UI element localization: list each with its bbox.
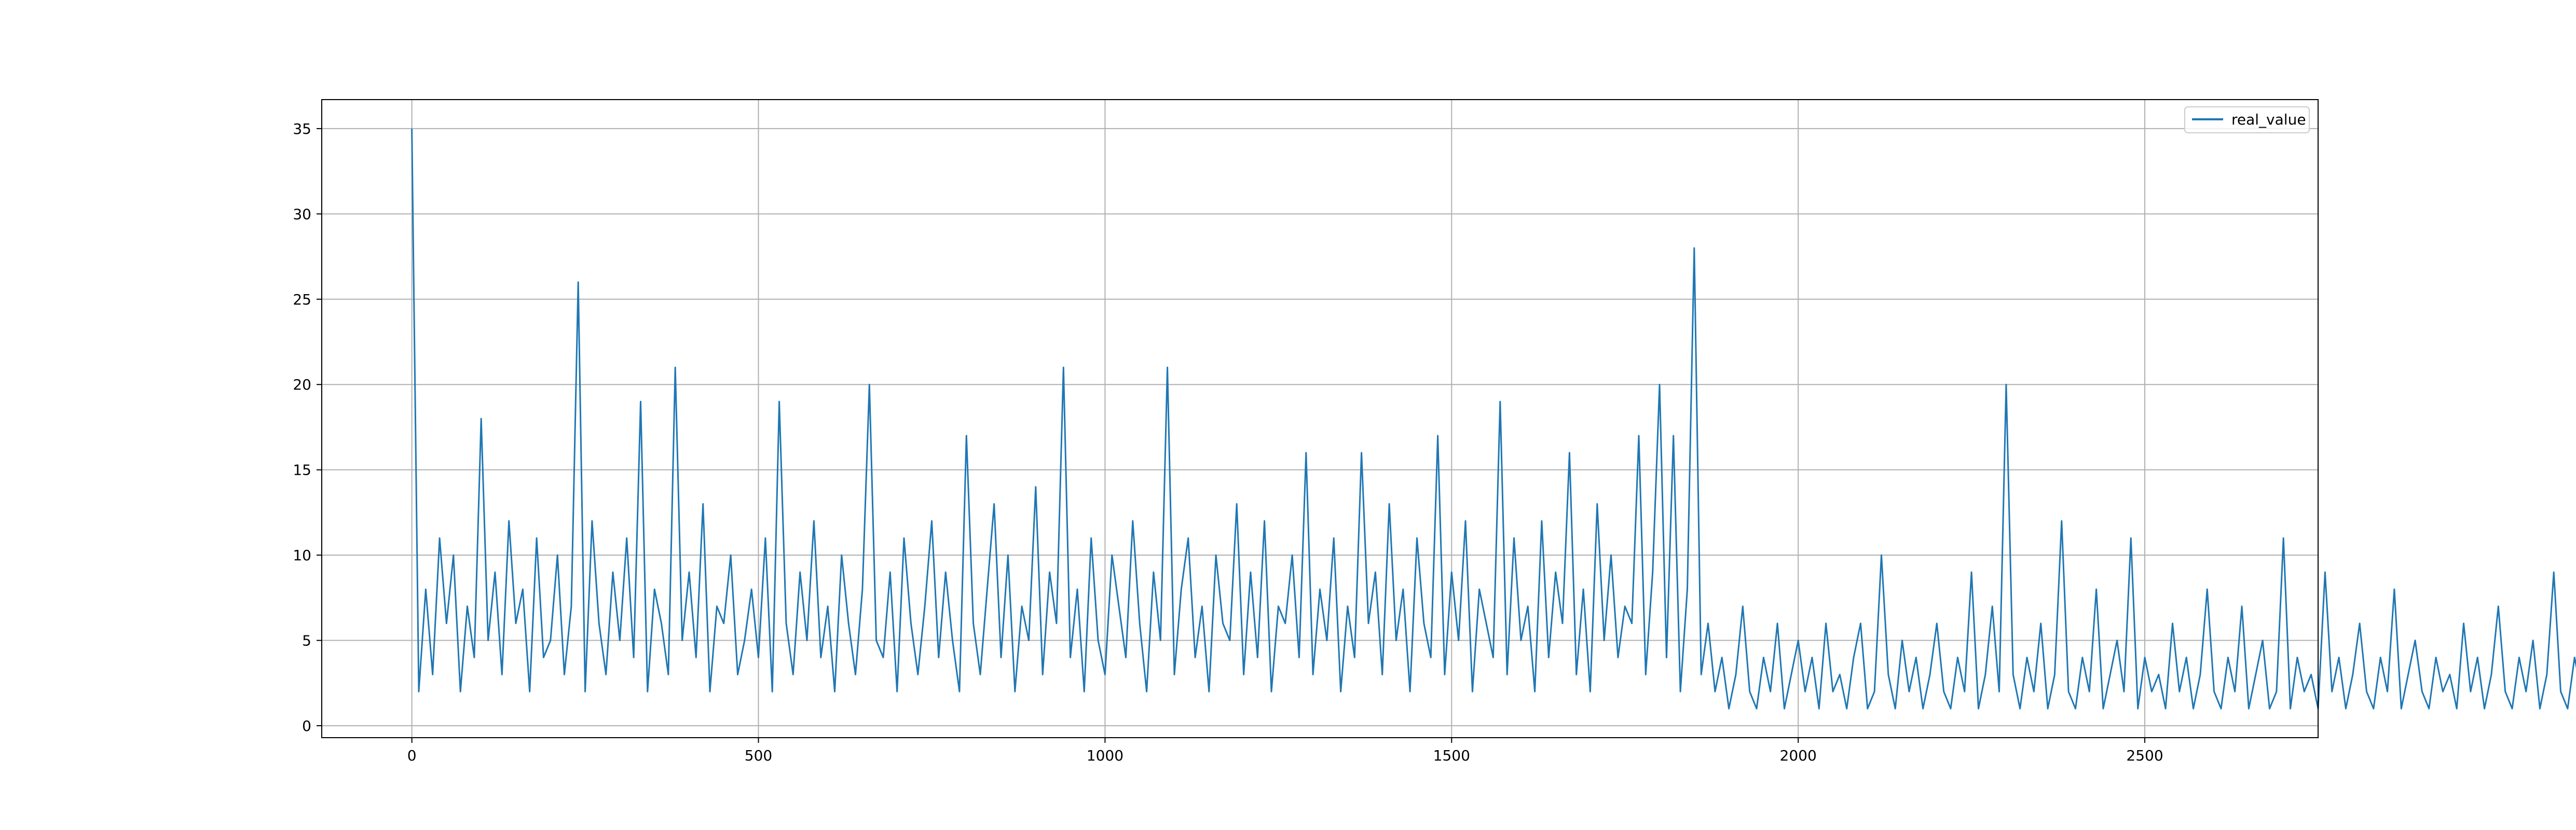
x-tick-label: 2500 bbox=[2126, 747, 2163, 764]
x-tick-label: 2000 bbox=[1780, 747, 1817, 764]
x-tick-label: 1000 bbox=[1087, 747, 1123, 764]
y-tick-label: 0 bbox=[302, 717, 311, 735]
plot-frame bbox=[321, 99, 2319, 738]
legend-label-real-value: real_value bbox=[2231, 111, 2306, 128]
y-tick-label: 20 bbox=[293, 376, 311, 393]
legend-box bbox=[2184, 106, 2310, 133]
x-tick-label: 1500 bbox=[1433, 747, 1470, 764]
series-layer bbox=[411, 128, 2576, 710]
y-tick-label: 15 bbox=[293, 462, 311, 479]
x-tick-label: 500 bbox=[745, 747, 772, 764]
x-tick-label: 0 bbox=[407, 747, 417, 764]
series-line-real-value bbox=[411, 128, 2576, 710]
grid-layer bbox=[322, 100, 2318, 738]
y-tick-label: 35 bbox=[293, 120, 311, 137]
y-tick-label: 10 bbox=[293, 547, 311, 564]
y-tick-label: 30 bbox=[293, 205, 311, 223]
y-tick-label: 25 bbox=[293, 291, 311, 308]
legend: real_value bbox=[2184, 106, 2310, 133]
y-tick-label: 5 bbox=[302, 632, 311, 649]
tick-layer: 0 500 1000 1500 2000 2500 0 5 10 15 20 25 30 35 bbox=[293, 120, 2163, 764]
